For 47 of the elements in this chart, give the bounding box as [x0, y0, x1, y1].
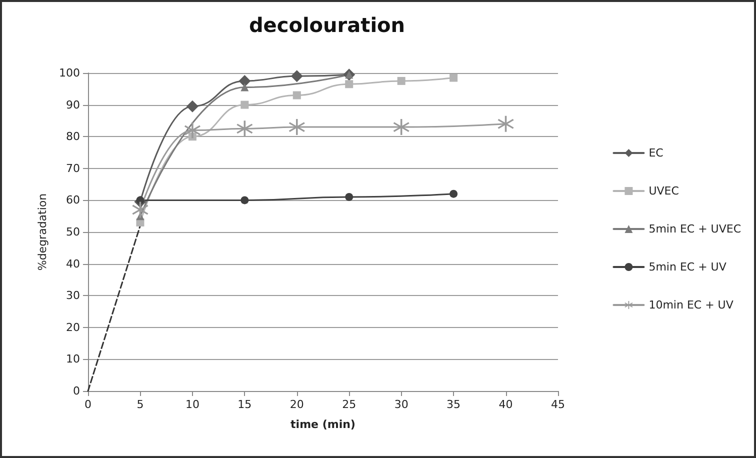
y-tick-label: 90 — [66, 98, 80, 112]
legend-label: 5min EC + UV — [648, 260, 727, 274]
x-tick-label: 15 — [238, 398, 252, 411]
point — [292, 91, 301, 100]
point — [345, 193, 354, 202]
point — [393, 119, 410, 136]
point — [345, 80, 354, 88]
y-tick-label: 70 — [66, 162, 80, 175]
point — [450, 190, 458, 198]
point — [184, 122, 200, 138]
x-tick-label: 5 — [136, 398, 144, 411]
x-axis-title: time (min) — [290, 418, 356, 431]
x-tick-label: 40 — [498, 398, 513, 411]
point — [288, 119, 305, 136]
point — [290, 70, 303, 82]
y-tick-label: 80 — [66, 130, 80, 144]
y-tick-label: 10 — [66, 352, 80, 366]
x-tick-label: 25 — [342, 398, 356, 411]
point — [397, 76, 406, 85]
legend-label: 5min EC + UVEC — [648, 222, 742, 236]
point — [498, 116, 514, 132]
point — [238, 74, 251, 87]
x-tick-label: 30 — [394, 398, 408, 411]
point — [240, 83, 249, 92]
y-tick-label: 40 — [66, 257, 80, 270]
point — [132, 202, 148, 218]
point — [186, 100, 198, 112]
point — [450, 74, 458, 82]
y-axis-title: %degradation — [36, 193, 49, 271]
y-tick-label: 100 — [59, 66, 80, 80]
y-tick-label: 0 — [73, 384, 80, 398]
x-tick-label: 10 — [185, 398, 200, 411]
chart-title: decolouration — [248, 13, 406, 37]
point — [240, 100, 249, 109]
y-tick-label: 50 — [66, 226, 80, 238]
point — [236, 120, 253, 137]
y-tick-label: 60 — [66, 194, 80, 207]
x-tick-label: 0 — [84, 398, 92, 411]
legend-label: 10min EC + UV — [648, 298, 734, 312]
x-tick-label: 35 — [446, 398, 461, 411]
legend-label: EC — [648, 146, 664, 160]
legend-label: UVEC — [648, 184, 680, 198]
x-tick-label: 45 — [551, 398, 565, 411]
y-tick-label: 20 — [66, 320, 80, 334]
x-tick-label: 20 — [290, 398, 304, 411]
y-tick-label: 30 — [66, 289, 80, 302]
point — [240, 196, 249, 204]
